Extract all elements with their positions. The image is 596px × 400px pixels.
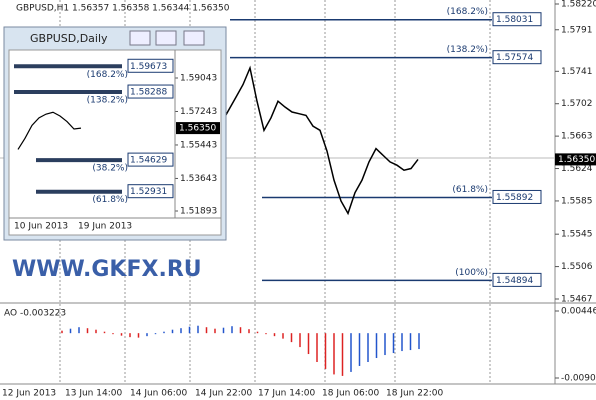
- fib-price: 1.58031: [496, 15, 533, 25]
- inset-tick-label: 1.51893: [180, 207, 217, 217]
- fib-price: 1.55892: [496, 193, 533, 203]
- inset-fib-box: [127, 58, 174, 73]
- inset-fib-price: 1.59673: [130, 62, 167, 72]
- inset-current-label: 1.56350: [179, 124, 216, 134]
- inset-tick-label: 1.53643: [180, 174, 217, 184]
- inset-fib-percent: (38.2%): [92, 164, 128, 174]
- current-price-box: [555, 153, 596, 166]
- time-label: 18 Jun 22:00: [386, 389, 443, 399]
- y-tick-label: 1.5741: [561, 67, 593, 77]
- inset-date: 10 Jun 2013: [14, 222, 68, 232]
- y-tick-label: 1.5624: [561, 164, 593, 174]
- inset-tick-label: 1.57243: [180, 107, 217, 117]
- fib-percent: (61.8%): [452, 185, 488, 195]
- y-tick-label: 1.5585: [561, 196, 593, 206]
- inset-tick-label: 1.55443: [180, 140, 217, 150]
- y-tick-label: 1.5791: [561, 25, 593, 35]
- fib-percent: (138.2%): [447, 45, 488, 55]
- inset-price-line: [17, 111, 82, 150]
- time-label: 13 Jun 14:00: [65, 389, 122, 399]
- ao-label: AO -0.003223: [4, 309, 66, 319]
- fib-box: [492, 272, 542, 287]
- y-tick-label: 1.5467: [561, 295, 593, 305]
- ao-tick-label: 0.00446: [561, 307, 596, 317]
- price-line: [221, 65, 419, 216]
- time-label: 14 Jun 22:00: [195, 389, 252, 399]
- time-label: 14 Jun 06:00: [130, 389, 187, 399]
- inset-fib-price: 1.58288: [130, 88, 167, 98]
- y-tick-label: 1.5545: [561, 230, 593, 240]
- fib-box: [492, 50, 542, 65]
- inset-fib-price: 1.54629: [130, 156, 167, 166]
- inset-date: 19 Jun 2013: [78, 222, 132, 232]
- fib-box: [492, 189, 542, 204]
- fib-percent: (168.2%): [447, 7, 488, 17]
- fib-price: 1.57574: [496, 53, 533, 63]
- inset-fib-price: 1.52931: [130, 187, 167, 197]
- time-label: 18 Jun 06:00: [322, 389, 379, 399]
- inset-fib-box: [127, 84, 174, 99]
- window-button[interactable]: [129, 30, 151, 46]
- inset-window: GBPUSD,Daily 1.59043 1.57243 1.55443 1.53643…: [3, 26, 227, 241]
- inset-current-box: [176, 122, 220, 135]
- window-button[interactable]: [155, 30, 177, 46]
- current-price-label: 1.56350: [558, 155, 595, 165]
- y-tick-label: 1.58220: [561, 0, 596, 10]
- time-label: 12 Jun 2013: [2, 389, 56, 399]
- window-body: [8, 49, 222, 236]
- ao-tick-label: -0.00902: [561, 374, 596, 384]
- inset-fib-percent: (138.2%): [87, 96, 128, 106]
- window-button[interactable]: [183, 30, 205, 46]
- fib-price: 1.54894: [496, 276, 533, 286]
- fib-box: [492, 12, 542, 27]
- inset-fib-percent: (168.2%): [87, 70, 128, 80]
- inset-fib-percent: (61.8%): [92, 195, 128, 205]
- chart-header: GBPUSD,H1 1.56357 1.56358 1.56344 1.5635…: [16, 4, 230, 14]
- inset-fib-box: [127, 152, 174, 167]
- window-title: GBPUSD,Daily: [30, 32, 108, 45]
- inset-fib-box: [127, 184, 174, 199]
- y-tick-label: 1.5663: [561, 132, 593, 142]
- watermark: WWW.GKFX.RU: [12, 257, 202, 282]
- y-tick-label: 1.5702: [561, 99, 593, 109]
- fib-percent: (100%): [455, 268, 488, 278]
- y-tick-label: 1.5506: [561, 262, 593, 272]
- inset-tick-label: 1.59043: [180, 74, 217, 84]
- time-label: 17 Jun 14:00: [258, 389, 315, 399]
